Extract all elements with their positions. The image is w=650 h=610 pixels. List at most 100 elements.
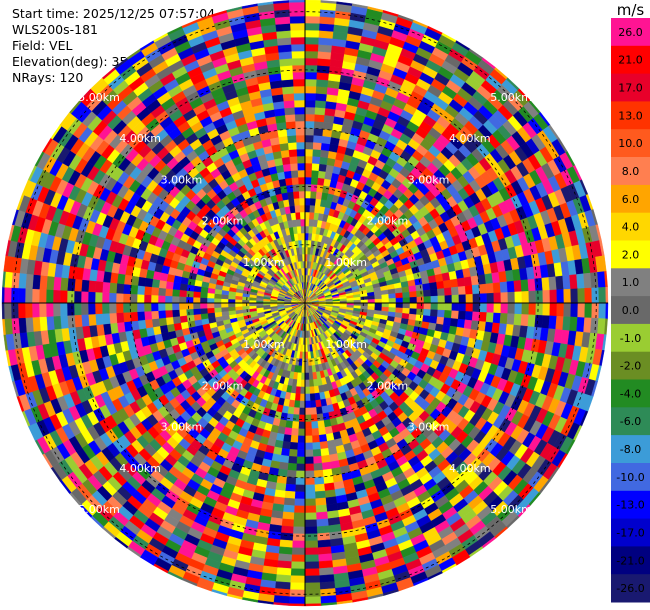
ppi-gate — [478, 311, 488, 323]
ppi-gate — [528, 302, 537, 316]
ppi-gate — [304, 148, 314, 157]
ppi-gate — [457, 310, 467, 321]
ppi-gate — [577, 288, 586, 304]
ppi-gate — [88, 313, 97, 326]
ppi-gate — [308, 379, 315, 388]
ppi-gate — [521, 302, 530, 315]
ppi-gate — [59, 302, 68, 317]
ppi-gate — [227, 302, 236, 308]
ppi-gate — [313, 385, 320, 394]
ppi-gate — [150, 302, 159, 312]
ppi-gate — [541, 315, 550, 329]
ppi-gate — [304, 554, 319, 563]
ppi-gate — [304, 99, 316, 108]
ppi-gate — [304, 225, 310, 234]
ppi-gate — [310, 190, 317, 199]
ppi-gate — [457, 285, 467, 296]
ppi-gate — [304, 85, 317, 94]
ppi-gate — [80, 291, 89, 304]
ppi-gate — [605, 302, 609, 320]
start-time-label: Start time: 2025/12/25 07:57:04 — [12, 6, 216, 21]
ppi-gate — [458, 294, 467, 304]
ppi-gate — [304, 127, 315, 136]
ppi-gate — [394, 287, 403, 294]
ppi-gate — [291, 421, 300, 430]
ppi-gate — [180, 321, 189, 330]
ppi-gate — [59, 289, 68, 304]
ppi-gate — [319, 9, 336, 18]
nrays-label: NRays: 120 — [12, 70, 84, 85]
ppi-gate — [307, 351, 312, 360]
ppi-gate — [451, 294, 460, 304]
ppi-gate — [288, 596, 306, 605]
ppi-gate — [304, 197, 311, 206]
ppi-gate — [311, 162, 320, 171]
ppi-gate — [563, 302, 572, 318]
ppi-gate — [276, 560, 292, 569]
ppi-gate — [402, 302, 411, 309]
ppi-gate — [294, 498, 306, 507]
ppi-gate — [199, 291, 208, 299]
ppi-gate — [285, 476, 297, 486]
ppi-gate — [10, 302, 19, 319]
ppi-gate — [101, 292, 110, 304]
ppi-gate — [367, 295, 376, 300]
ppi-gate — [477, 274, 487, 285]
ppi-gate — [315, 100, 327, 109]
ppi-gate — [312, 141, 323, 151]
ppi-gate — [395, 292, 404, 299]
ppi-gate — [102, 281, 111, 293]
info-panel: Start time: 2025/12/25 07:57:04 WLS200s-… — [12, 6, 215, 86]
ppi-gate — [297, 428, 306, 437]
ppi-gate — [304, 372, 310, 381]
ppi-gate — [437, 302, 446, 311]
ppi-gate — [304, 29, 320, 38]
ppi-gate — [108, 292, 117, 304]
ppi-gate — [304, 463, 315, 472]
ppi-gate — [353, 296, 362, 301]
ppi-gate — [521, 291, 530, 304]
ppi-gate — [304, 218, 310, 227]
ppi-gate — [449, 318, 459, 328]
ppi-gate — [315, 86, 328, 95]
ppi-gate — [312, 448, 322, 458]
ppi-gate — [317, 44, 333, 53]
ppi-gate — [520, 314, 529, 327]
ppi-gate — [150, 310, 160, 320]
ppi-gate — [472, 302, 481, 313]
ppi-gate — [591, 302, 600, 319]
ppi-gate — [227, 298, 236, 304]
ppi-gate — [319, 574, 335, 583]
ppi-gate — [313, 476, 325, 486]
ppi-gate — [234, 302, 243, 307]
ppi-gate — [315, 93, 328, 102]
ppi-gate — [293, 400, 301, 409]
ppi-gate — [312, 455, 323, 465]
ppi-gate — [465, 302, 474, 313]
ppi-gate — [430, 309, 439, 318]
ppi-gate — [192, 296, 201, 304]
ppi-gate — [430, 302, 439, 311]
ppi-gate — [52, 302, 61, 317]
ppi-gate — [10, 287, 19, 304]
ppi-gate — [310, 421, 319, 430]
ppi-gate — [304, 134, 315, 143]
ppi-gate — [304, 365, 309, 374]
ppi-gate — [95, 313, 104, 326]
ppi-gate — [157, 295, 166, 304]
ppi-gate — [320, 2, 337, 11]
ppi-gate — [367, 299, 376, 304]
ppi-gate — [304, 519, 317, 528]
ppi-gate — [416, 302, 425, 310]
ppi-gate — [304, 540, 319, 549]
ppi-gate — [430, 288, 439, 297]
ppi-gate — [437, 288, 446, 297]
ppi-gate — [507, 291, 516, 304]
ppi-gate — [300, 372, 306, 381]
ppi-gate — [320, 595, 337, 604]
ppi-gate — [165, 280, 174, 290]
ppi-gate — [284, 490, 296, 499]
ppi-gate — [570, 302, 579, 318]
ppi-gate — [569, 316, 578, 332]
ppi-gate — [499, 281, 508, 293]
